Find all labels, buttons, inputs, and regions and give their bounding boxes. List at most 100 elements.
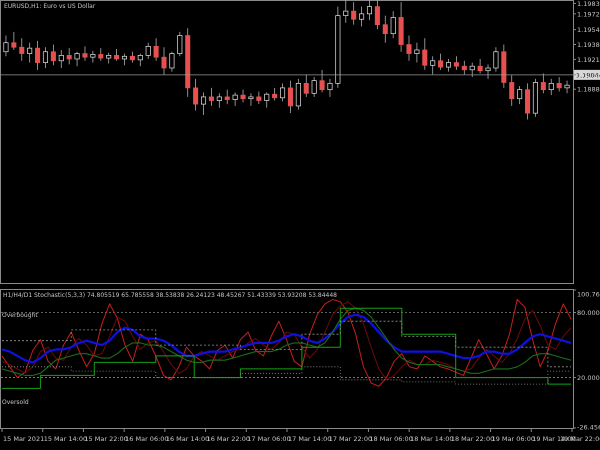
candle (390, 11, 396, 39)
time-tick-label: 18 Mar 22:00 (451, 435, 494, 443)
candle-body (485, 67, 491, 72)
candle (406, 35, 412, 61)
candle-body (161, 56, 167, 69)
candle-body (359, 13, 365, 20)
candle-body (509, 82, 515, 100)
price-tick-label: 1.19215 (577, 56, 600, 64)
candle-body (137, 55, 143, 61)
candle (193, 78, 199, 111)
candle (50, 44, 56, 66)
candle (58, 49, 64, 69)
current-price-box (574, 69, 600, 80)
price-axis: 1.19044 1.19835 1.19720 1.19545 1.19380 1.192… (1, 0, 600, 94)
candle (509, 75, 515, 106)
candle-body (264, 93, 270, 101)
candle-body (121, 55, 128, 60)
price-tick-label: 1.19835 (577, 0, 600, 8)
stochastic-axis: 100.76300 80.000 20.000 -26.4565 (573, 289, 600, 432)
candle (137, 53, 143, 67)
candle-body (525, 89, 531, 114)
candle (493, 47, 499, 72)
candle (382, 15, 388, 43)
candle-body (106, 55, 112, 59)
candle-body (240, 94, 246, 100)
candle-body (327, 83, 333, 91)
candle (461, 60, 467, 75)
candle (359, 6, 365, 27)
candle (438, 53, 444, 70)
candle (477, 58, 483, 74)
time-tick-label: 19 Mar 14:00 (532, 435, 575, 443)
candle (82, 46, 88, 61)
price-tick-label: 1.19720 (577, 10, 600, 18)
candle-body (3, 42, 9, 53)
candle-body (517, 89, 523, 100)
candle (19, 38, 25, 61)
time-tick-label: 15 Mar 14:00 (44, 435, 87, 443)
candle (525, 83, 531, 120)
candle (343, 0, 349, 23)
candle (145, 42, 151, 59)
candle-body (256, 96, 262, 101)
candle-body (414, 49, 420, 54)
candle-body (564, 84, 570, 89)
stochastic-series-line (2, 366, 571, 385)
candle (319, 69, 325, 93)
candle-body (382, 24, 388, 35)
time-tick-label: 17 Mar 06:00 (247, 435, 290, 443)
candle-body (224, 96, 230, 100)
time-tick-label: 18 Mar 14:00 (410, 435, 453, 443)
candle (453, 56, 459, 70)
candle-body (272, 93, 278, 99)
candle-body (200, 96, 207, 105)
candle (501, 44, 507, 88)
price-tick-label: 1.19380 (577, 41, 600, 49)
candle-body (82, 53, 88, 58)
candle-body (42, 51, 48, 63)
candle-body (27, 47, 33, 54)
candle (3, 35, 9, 57)
candle (311, 77, 317, 97)
candle (74, 51, 80, 67)
candle-body (343, 10, 349, 16)
candle (548, 78, 554, 96)
candle (90, 50, 96, 63)
candle (374, 0, 380, 30)
overbought-label: Overbought (2, 312, 38, 319)
candle (327, 78, 333, 97)
candle-body (114, 55, 120, 60)
candle (66, 48, 72, 65)
candle-body (477, 65, 483, 72)
candle-body (532, 82, 538, 114)
candle (232, 92, 238, 106)
candle (240, 89, 246, 103)
candle (517, 86, 523, 105)
time-tick-label: 19 Mar 06:00 (492, 435, 535, 443)
candle (287, 80, 293, 114)
candle-body (461, 65, 467, 71)
candle (272, 87, 278, 101)
time-tick-label: 18 Mar 06:00 (369, 435, 412, 443)
candle (161, 47, 167, 75)
candle-body (374, 6, 380, 26)
candle-body (311, 80, 317, 94)
candle-body (540, 82, 546, 91)
time-tick-label: 16 Mar 06:00 (125, 435, 168, 443)
candle (106, 52, 112, 64)
time-tick-label: 19 Mar 22:00 (560, 435, 600, 443)
stoch-tick-label: -26.4565 (577, 424, 600, 432)
stochastic-series-line (2, 320, 571, 368)
candle-body (98, 54, 104, 59)
candle-body (177, 35, 183, 54)
candle (366, 0, 373, 21)
candle-body (185, 35, 191, 89)
candle (129, 51, 135, 63)
time-tick-label: 16 Mar 14:00 (166, 435, 209, 443)
current-price-label: 1.19044 (576, 71, 600, 79)
candle-body (493, 51, 499, 69)
candle (430, 56, 436, 75)
candle-body (19, 46, 25, 54)
candle (256, 91, 262, 105)
